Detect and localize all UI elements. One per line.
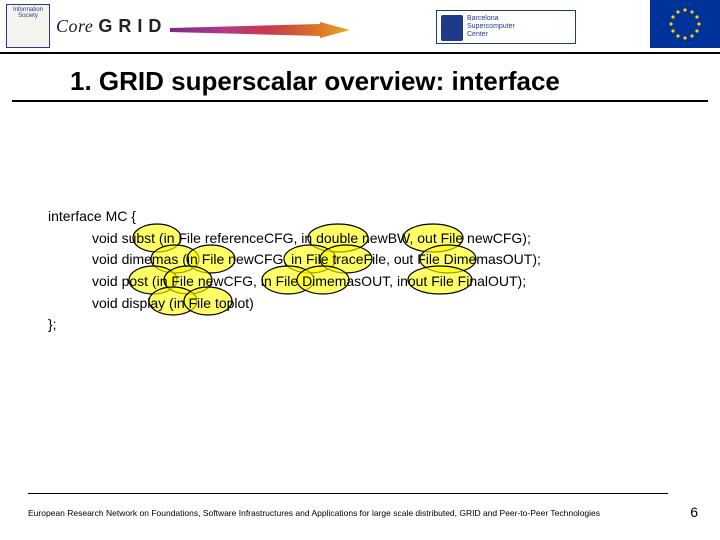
coregrid-logo: Core GRID xyxy=(56,16,167,37)
title-bar: 1. GRID superscalar overview: interface xyxy=(0,60,720,103)
code-line-2: void dimemas (in File newCFG, in File tr… xyxy=(48,249,678,271)
bsc-icon xyxy=(441,15,463,41)
bsc-logo: Barcelona Supercomputer Center xyxy=(436,10,576,44)
code-line-5: }; xyxy=(48,314,678,336)
code-line-3: void post (in File newCFG, in File Dimem… xyxy=(48,271,678,293)
code-line-0: interface MC { xyxy=(48,206,678,228)
eu-flag-icon xyxy=(650,0,720,48)
page-title: 1. GRID superscalar overview: interface xyxy=(0,60,720,103)
information-society-logo: Information Society xyxy=(6,4,50,48)
info-society-label: Information Society xyxy=(13,7,43,19)
coregrid-core: Core xyxy=(56,16,93,36)
arrow-swoosh-icon xyxy=(170,22,350,38)
header-bar: Information Society Core GRID Barcelona … xyxy=(0,0,720,55)
title-divider xyxy=(12,100,708,102)
slide: Information Society Core GRID Barcelona … xyxy=(0,0,720,540)
coregrid-grid: GRID xyxy=(98,16,167,36)
footer-divider xyxy=(28,493,668,494)
bsc-label: Barcelona Supercomputer Center xyxy=(467,15,515,38)
code-line-1: void subst (in File referenceCFG, in dou… xyxy=(48,228,678,250)
code-line-4: void display (in File toplot) xyxy=(48,293,678,315)
footer-text: European Research Network on Foundations… xyxy=(28,508,600,518)
code-panel: interface MC { void subst (in File refer… xyxy=(48,206,678,336)
page-number: 6 xyxy=(690,504,698,520)
